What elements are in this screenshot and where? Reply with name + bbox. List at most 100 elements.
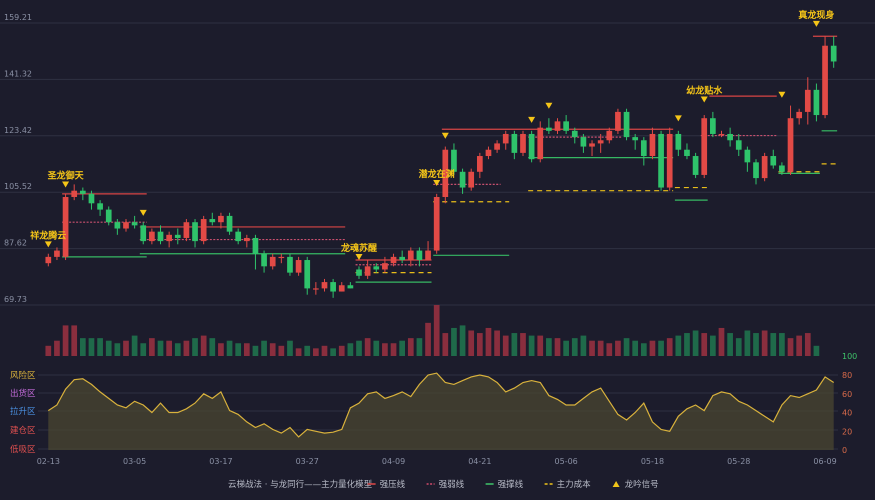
candle-body [589, 143, 595, 147]
candle [442, 146, 449, 204]
volume-bar [166, 340, 172, 356]
legend-item-label: 主力成本 [557, 479, 592, 490]
volume-bar [813, 345, 820, 356]
candle [88, 190, 95, 210]
zone-label: 低吸区 [10, 444, 36, 455]
candle-body [433, 196, 440, 251]
volume-bar [149, 338, 155, 356]
volume-bar [278, 345, 285, 356]
candle-body [407, 250, 414, 261]
candle-body [804, 89, 811, 112]
signal-arrow-icon [139, 209, 147, 216]
signal-label: 龙魂苏醒 [340, 242, 377, 254]
candle [727, 127, 733, 147]
candle-body [753, 162, 759, 179]
candle-body [313, 288, 319, 290]
volume-bar [528, 335, 535, 356]
signal-label: 潜龙在渊 [419, 168, 455, 180]
candle [632, 133, 639, 150]
candle [666, 127, 673, 191]
volume-bar [666, 338, 673, 356]
candle [804, 77, 811, 125]
volume-bar [209, 338, 216, 356]
candle-body [779, 165, 785, 172]
candle [321, 278, 328, 292]
candle-body [718, 133, 725, 136]
candle [640, 137, 647, 166]
legend-item-label: 强压线 [380, 479, 406, 490]
candle [753, 159, 759, 185]
candle-body [295, 260, 302, 273]
candle [735, 133, 742, 157]
candle-body [45, 256, 52, 264]
candle-body [701, 118, 708, 175]
candle [235, 228, 242, 245]
volume-bar [779, 333, 785, 356]
candle-body [649, 133, 656, 157]
candle-body [97, 203, 103, 210]
candle-body [468, 171, 475, 188]
candle-body [640, 140, 647, 157]
oscillator-tick-label: 40 [842, 409, 852, 418]
volume-bar [54, 340, 60, 356]
candle-body [79, 190, 86, 194]
candle [364, 260, 371, 279]
candle-body [373, 266, 380, 270]
candle [295, 256, 302, 276]
candle [761, 152, 768, 182]
volume-bar [45, 345, 52, 356]
candle-body [209, 219, 216, 223]
candle [97, 200, 103, 216]
candle-body [131, 222, 138, 226]
volume-bar [183, 340, 190, 356]
candle-body [218, 215, 224, 223]
volume-bar [442, 333, 449, 356]
candle-body [511, 133, 518, 153]
volume-axis-label: 100 [842, 352, 857, 361]
legend-signal-icon [612, 481, 620, 487]
candle-body [787, 118, 794, 172]
volume-bar [753, 333, 759, 356]
candle-body [830, 45, 837, 62]
volume-bar [485, 327, 492, 356]
signal-label: 祥龙腾云 [30, 229, 66, 241]
date-tick-label: 03-27 [296, 457, 319, 466]
candle [261, 250, 267, 273]
price-tick-label: 87.62 [4, 239, 27, 248]
candle [209, 212, 216, 226]
candle-body [174, 234, 181, 238]
volume-bar [649, 340, 656, 356]
volume-bar [804, 333, 811, 356]
candle-body [425, 250, 431, 261]
volume-bar [295, 348, 302, 356]
candle-body [114, 222, 121, 229]
candle-body [88, 193, 95, 204]
candle-body [502, 133, 509, 144]
candle-body [399, 256, 406, 261]
price-tick-label: 159.21 [4, 13, 32, 22]
candle [546, 118, 552, 134]
volume-bar [399, 340, 406, 356]
candle-body [382, 263, 388, 270]
candle [287, 253, 293, 276]
volume-bar [71, 325, 78, 356]
volume-bar [88, 338, 95, 356]
candle [675, 130, 682, 157]
volume-bar [563, 340, 569, 356]
signal-arrow-icon [812, 20, 820, 27]
candle-body [796, 111, 803, 119]
candle-body [813, 89, 820, 116]
volume-bar [407, 338, 414, 356]
candle-body [243, 237, 250, 242]
legend-item-label: 强撑线 [498, 479, 524, 490]
candle-body [494, 143, 500, 150]
legend-title: 云梯战法 · 与龙同行——主力量化模型 [228, 479, 373, 490]
volume-bar [476, 333, 483, 356]
candle [494, 140, 500, 153]
candle-body [338, 285, 345, 292]
volume-bar [416, 338, 423, 356]
candle [813, 83, 820, 122]
candle [710, 111, 716, 138]
volume-bar [537, 335, 544, 356]
